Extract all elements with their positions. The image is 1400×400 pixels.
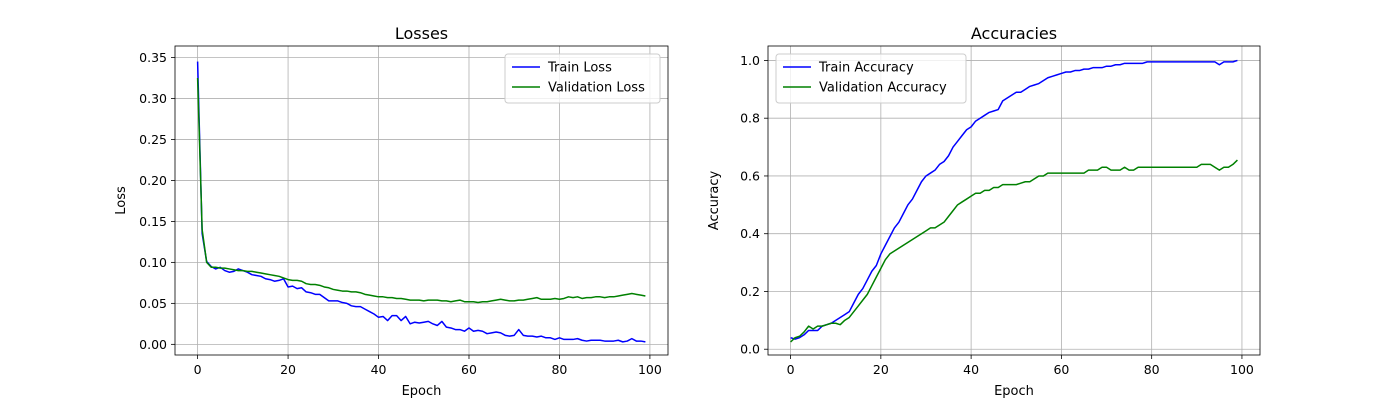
series-line-0 (196, 61, 646, 343)
legend-label: Train Accuracy (818, 61, 914, 76)
y-tick-label: 0.6 (740, 168, 760, 183)
y-tick-label: 0.30 (139, 91, 167, 106)
x-tick-label: 20 (280, 362, 296, 377)
x-tick-label: 60 (1053, 362, 1069, 377)
legend-box (775, 53, 967, 104)
x-tick-label: 100 (638, 362, 662, 377)
x-tick-label: 60 (461, 362, 477, 377)
y-tick-label: 0.4 (740, 226, 760, 241)
legend: Train Loss Validation Loss (504, 53, 661, 104)
series-line-0 (790, 59, 1238, 340)
plot-frame (174, 45, 669, 356)
y-axis-label: Accuracy (707, 171, 722, 231)
y-tick-label: 0.35 (139, 50, 167, 65)
x-axis-label: Epoch (402, 384, 442, 399)
chart-title: Losses (395, 24, 448, 43)
y-tick-label: 0.05 (139, 296, 167, 311)
legend-box (504, 53, 661, 104)
chart-losses: 0 20 40 60 80 100 0.00 0.05 0.10 0.15 0.20 0.25 0.30… (114, 24, 669, 399)
series-line-1 (196, 77, 646, 304)
y-tick-label: 0.25 (139, 132, 167, 147)
x-axis-label: Epoch (994, 384, 1034, 399)
plot-frame (767, 45, 1261, 356)
y-tick-label: 0.8 (740, 111, 760, 126)
y-tick-label: 0.10 (139, 255, 167, 270)
x-tick-label: 0 (194, 362, 202, 377)
chart-accuracies: 0 20 40 60 80 100 0.0 0.2 0.4 0.6 0.8 1.0 Accuracies… (707, 24, 1261, 399)
legend-label: Validation Loss (548, 81, 645, 96)
y-tick-label: 0.2 (740, 284, 760, 299)
y-axis-label: Loss (114, 186, 129, 215)
legend-label: Validation Accuracy (819, 81, 947, 96)
y-tick-label: 0.00 (139, 337, 167, 352)
x-tick-label: 40 (371, 362, 387, 377)
series-line-1 (790, 159, 1238, 343)
legend: Train Accuracy Validation Accuracy (775, 53, 967, 104)
y-tick-label: 0.20 (139, 173, 167, 188)
x-tick-label: 100 (1230, 362, 1254, 377)
y-tick-label: 1.0 (740, 53, 760, 68)
x-tick-label: 20 (873, 362, 889, 377)
chart-title: Accuracies (971, 24, 1057, 43)
x-tick-label: 80 (1144, 362, 1160, 377)
y-tick-label: 0.15 (139, 214, 167, 229)
x-tick-label: 40 (963, 362, 979, 377)
x-tick-label: 80 (551, 362, 567, 377)
legend-label: Train Loss (547, 61, 612, 76)
x-tick-label: 0 (787, 362, 795, 377)
y-tick-label: 0.0 (740, 342, 760, 357)
